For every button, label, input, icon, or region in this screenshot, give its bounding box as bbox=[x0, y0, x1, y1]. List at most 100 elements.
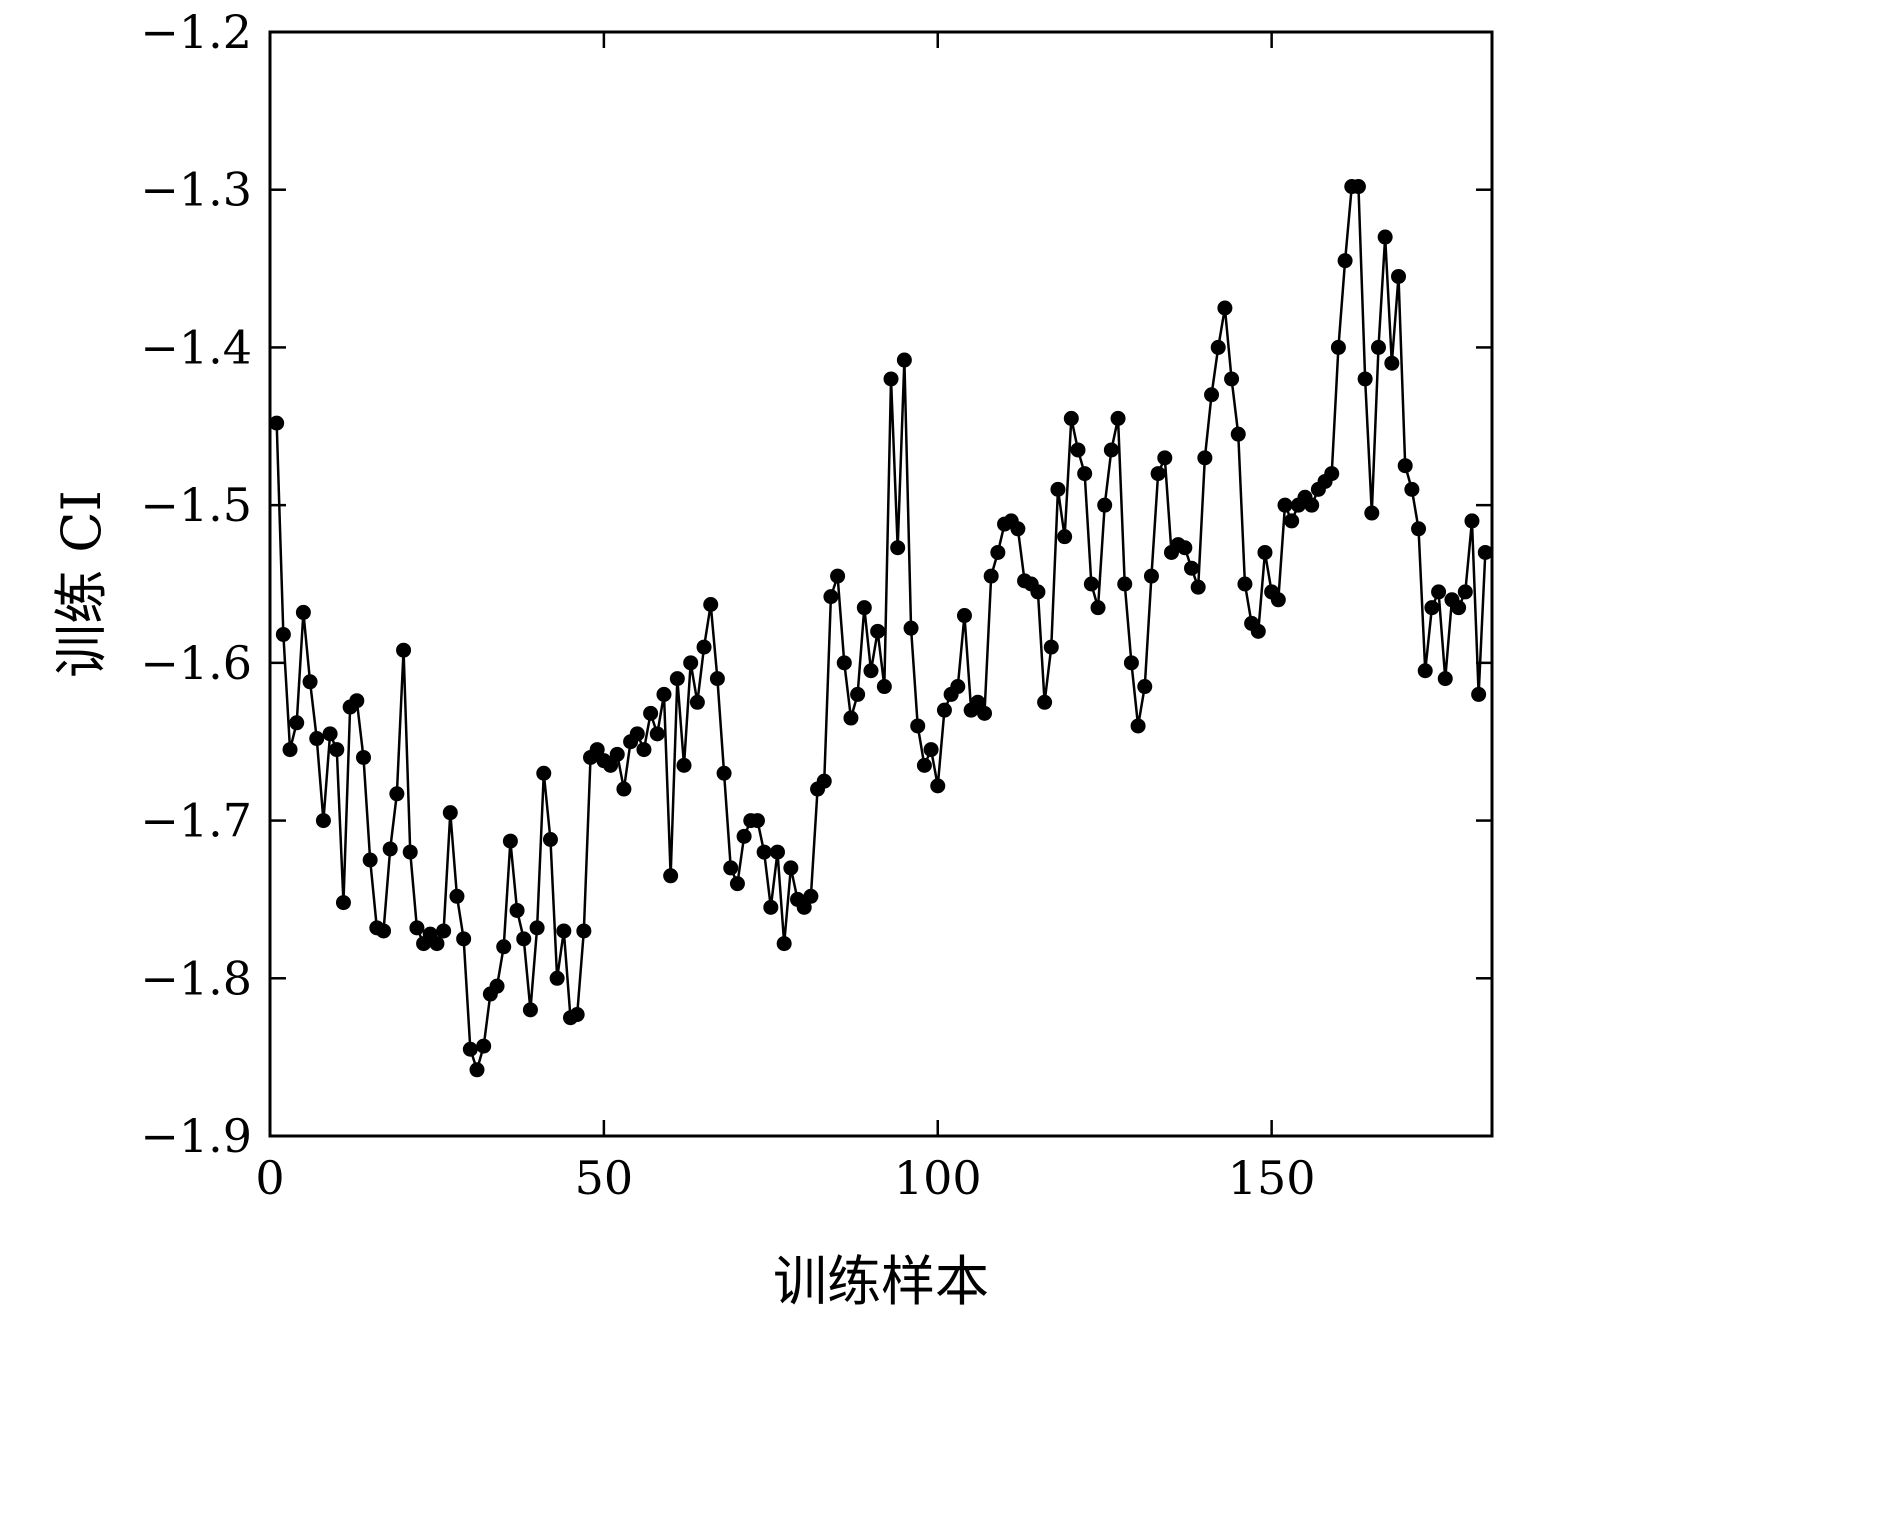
data-point bbox=[1097, 497, 1113, 513]
data-point bbox=[449, 888, 465, 904]
data-point bbox=[1451, 600, 1467, 616]
data-point bbox=[315, 813, 331, 829]
data-point bbox=[729, 876, 745, 892]
data-point bbox=[1177, 540, 1193, 556]
data-point bbox=[903, 620, 919, 636]
data-point bbox=[977, 705, 993, 721]
data-point bbox=[1224, 371, 1240, 387]
data-point bbox=[1184, 560, 1200, 576]
data-point bbox=[376, 923, 392, 939]
x-tick-label: 100 bbox=[894, 1151, 982, 1205]
data-point bbox=[890, 540, 906, 556]
data-point bbox=[1337, 253, 1353, 269]
data-point bbox=[709, 671, 725, 687]
data-point bbox=[930, 778, 946, 794]
data-point bbox=[536, 765, 552, 781]
data-point bbox=[763, 899, 779, 915]
data-point bbox=[1103, 442, 1119, 458]
data-point bbox=[843, 710, 859, 726]
data-point bbox=[576, 923, 592, 939]
data-point bbox=[275, 626, 291, 642]
data-point bbox=[1157, 450, 1173, 466]
y-tick-label: −1.2 bbox=[140, 5, 252, 59]
y-tick-label: −1.8 bbox=[140, 951, 252, 1005]
data-point bbox=[1143, 568, 1159, 584]
data-point bbox=[910, 718, 926, 734]
data-point bbox=[389, 786, 405, 802]
data-point bbox=[516, 931, 532, 947]
data-point bbox=[509, 902, 525, 918]
data-point bbox=[850, 686, 866, 702]
data-point bbox=[983, 568, 999, 584]
data-point bbox=[803, 888, 819, 904]
data-point bbox=[1063, 410, 1079, 426]
data-point bbox=[1010, 521, 1026, 537]
data-point bbox=[1324, 466, 1340, 482]
data-point bbox=[362, 852, 378, 868]
data-point bbox=[970, 694, 986, 710]
data-point bbox=[1424, 600, 1440, 616]
data-point bbox=[1357, 371, 1373, 387]
x-tick-label: 0 bbox=[255, 1151, 284, 1205]
data-point bbox=[502, 833, 518, 849]
data-point bbox=[329, 742, 345, 758]
data-point bbox=[830, 568, 846, 584]
data-point bbox=[462, 1041, 478, 1057]
data-point bbox=[923, 742, 939, 758]
data-point bbox=[883, 371, 899, 387]
data-point bbox=[335, 895, 351, 911]
data-point bbox=[1471, 686, 1487, 702]
data-point bbox=[1284, 513, 1300, 529]
data-point bbox=[436, 923, 452, 939]
data-point bbox=[1277, 497, 1293, 513]
data-point bbox=[349, 693, 365, 709]
data-point bbox=[649, 726, 665, 742]
data-point bbox=[856, 600, 872, 616]
data-point bbox=[496, 939, 512, 955]
data-point bbox=[1384, 355, 1400, 371]
data-point bbox=[429, 936, 445, 952]
data-point bbox=[629, 726, 645, 742]
plot-frame bbox=[268, 30, 1494, 1138]
data-point bbox=[1050, 481, 1066, 497]
data-point bbox=[1330, 339, 1346, 355]
data-point bbox=[1411, 521, 1427, 537]
x-tick-label: 150 bbox=[1228, 1151, 1316, 1205]
data-point bbox=[1250, 623, 1266, 639]
data-point bbox=[783, 860, 799, 876]
data-point bbox=[736, 828, 752, 844]
data-point bbox=[689, 694, 705, 710]
data-point bbox=[1304, 497, 1320, 513]
data-point bbox=[382, 841, 398, 857]
data-point bbox=[1150, 466, 1166, 482]
data-point bbox=[476, 1038, 492, 1054]
data-point bbox=[663, 868, 679, 884]
data-point bbox=[816, 773, 832, 789]
data-point bbox=[676, 757, 692, 773]
data-point bbox=[1210, 339, 1226, 355]
data-point bbox=[609, 746, 625, 762]
y-tick-label: −1.3 bbox=[140, 163, 252, 217]
data-point bbox=[1030, 584, 1046, 600]
data-point bbox=[863, 663, 879, 679]
data-point bbox=[1130, 718, 1146, 734]
data-point bbox=[1110, 410, 1126, 426]
x-tick-label: 50 bbox=[575, 1151, 634, 1205]
data-point bbox=[1070, 442, 1086, 458]
data-point bbox=[769, 844, 785, 860]
data-point bbox=[990, 544, 1006, 560]
data-point bbox=[1370, 339, 1386, 355]
data-point bbox=[549, 970, 565, 986]
data-point bbox=[1350, 179, 1366, 195]
data-point bbox=[823, 589, 839, 605]
data-point bbox=[749, 813, 765, 829]
y-tick-label: −1.4 bbox=[140, 320, 252, 374]
data-point bbox=[409, 920, 425, 936]
data-point bbox=[1417, 663, 1433, 679]
data-point bbox=[876, 679, 892, 695]
data-point bbox=[1083, 576, 1099, 592]
data-point bbox=[1364, 505, 1380, 521]
data-point bbox=[1043, 639, 1059, 655]
